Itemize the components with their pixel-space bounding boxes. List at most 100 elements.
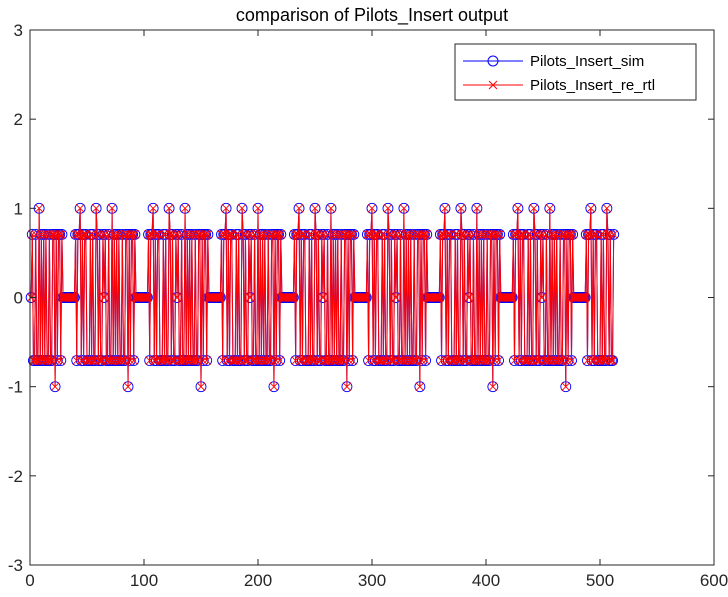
rtl-point-155	[203, 230, 213, 239]
legend-sim-label: Pilots_Insert_sim	[530, 53, 644, 70]
rtl-point-129	[173, 230, 183, 239]
rtl-point-136	[181, 356, 191, 365]
x-tick-label: 600	[700, 571, 728, 590]
rtl-point-369	[447, 356, 457, 365]
rtl-point-21	[50, 382, 60, 391]
rtl-point-219	[276, 230, 286, 239]
rtl-point-486	[580, 293, 590, 302]
rtl-point-37	[69, 293, 78, 302]
rtl-point-272	[336, 230, 346, 239]
rtl-point-135	[180, 204, 190, 213]
rtl-point-357	[433, 293, 443, 302]
rtl-point-491	[586, 204, 596, 213]
rtl-point-291	[358, 293, 368, 302]
rtl-point-65	[100, 230, 110, 239]
rtl-point-118	[161, 230, 170, 239]
rtl-point-293	[360, 293, 370, 302]
rtl-point-424	[510, 356, 519, 365]
rtl-point-154	[202, 356, 212, 365]
rtl-point-333	[406, 230, 416, 239]
rtl-point-23	[53, 356, 62, 365]
rtl-point-88	[127, 230, 136, 239]
rtl-point-107	[148, 204, 158, 213]
rtl-point-217	[274, 230, 283, 239]
rtl-point-233	[292, 230, 302, 239]
rtl-point-311	[381, 356, 390, 365]
rtl-point-15	[43, 356, 53, 365]
rtl-point-117	[160, 356, 169, 365]
rtl-point-38	[70, 293, 79, 302]
rtl-point-142	[188, 356, 198, 365]
rtl-point-409	[493, 230, 502, 239]
rtl-point-27	[57, 230, 67, 239]
rtl-point-7	[34, 204, 44, 213]
x-tick-label: 500	[586, 571, 614, 590]
rtl-point-410	[494, 356, 503, 365]
rtl-point-420	[505, 293, 515, 302]
rtl-point-283	[349, 230, 359, 239]
rtl-point-185	[237, 204, 247, 213]
rtl-point-103	[144, 230, 153, 239]
rtl-point-240	[300, 230, 310, 239]
rtl-point-99	[139, 293, 149, 302]
rtl-point-407	[490, 356, 500, 365]
rtl-point-269	[333, 230, 343, 239]
rtl-point-228	[286, 293, 296, 302]
rtl-point-215	[271, 356, 281, 365]
rtl-point-39	[71, 230, 80, 239]
rtl-point-462	[553, 356, 563, 365]
series-markers-rtl	[26, 204, 618, 391]
rtl-point-488	[583, 356, 592, 365]
rtl-point-244	[304, 230, 314, 239]
rtl-point-345	[420, 230, 429, 239]
x-tick-label: 0	[25, 571, 34, 590]
rtl-point-469	[561, 382, 571, 391]
rtl-point-485	[579, 293, 589, 302]
rtl-point-408	[491, 230, 501, 239]
rtl-point-207	[262, 356, 272, 365]
rtl-point-149	[196, 382, 206, 391]
rtl-point-372	[450, 230, 460, 239]
rtl-point-361	[438, 230, 447, 239]
rtl-point-209	[265, 356, 274, 365]
rtl-point-270	[334, 356, 344, 365]
rtl-point-505	[602, 204, 612, 213]
rtl-point-121	[164, 204, 174, 213]
rtl-point-166	[216, 293, 225, 302]
rtl-point-176	[227, 230, 237, 239]
rtl-point-9	[37, 230, 46, 239]
rtl-point-71	[107, 204, 117, 213]
rtl-point-134	[179, 356, 189, 365]
rtl-point-337	[411, 356, 420, 365]
rtl-point-262	[325, 356, 335, 365]
rtl-point-433	[520, 356, 530, 365]
rtl-point-199	[253, 204, 263, 213]
legend-rtl-label: Pilots_Insert_re_rtl	[530, 77, 655, 94]
rtl-point-437	[525, 356, 534, 365]
rtl-point-208	[263, 230, 273, 239]
rtl-point-315	[385, 356, 395, 365]
rtl-point-227	[285, 293, 295, 302]
rtl-point-457	[547, 230, 557, 239]
chart-title: comparison of Pilots_Insert output	[236, 5, 508, 26]
rtl-point-472	[564, 230, 574, 239]
rtl-point-70	[106, 356, 116, 365]
rtl-point-456	[546, 356, 556, 365]
rtl-point-277	[342, 382, 352, 391]
rtl-point-52	[86, 230, 95, 239]
y-tick-label: 2	[14, 110, 23, 129]
rtl-point-257	[319, 230, 329, 239]
rtl-point-151	[198, 356, 208, 365]
rtl-point-391	[472, 204, 482, 213]
legend[interactable]: Pilots_Insert_sim Pilots_Insert_re_rtl	[454, 43, 697, 101]
y-tick-label: 0	[14, 289, 23, 308]
rtl-point-436	[523, 230, 533, 239]
rtl-point-141	[187, 230, 197, 239]
rtl-point-386	[466, 356, 476, 365]
x-tick-label: 200	[244, 571, 272, 590]
rtl-point-251	[312, 356, 322, 365]
rtl-point-206	[261, 356, 271, 365]
rtl-point-419	[504, 293, 514, 302]
rtl-point-356	[432, 293, 442, 302]
